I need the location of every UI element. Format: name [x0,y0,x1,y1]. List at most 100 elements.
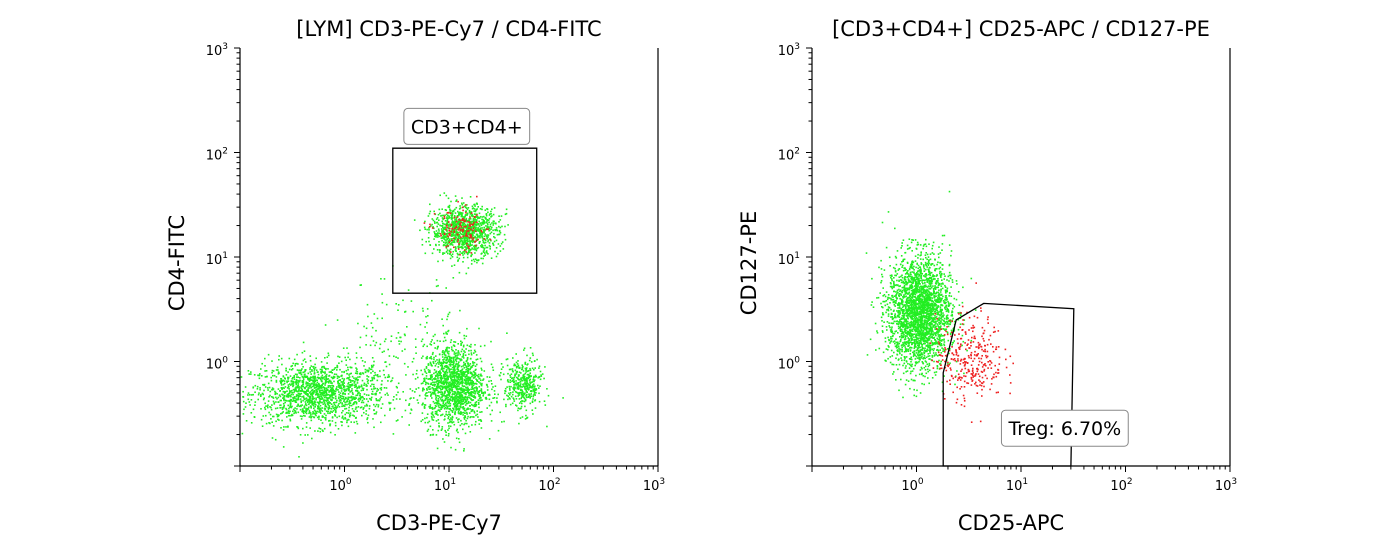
data-point [516,376,518,379]
data-point [438,425,440,427]
data-point [442,401,445,403]
data-point [280,379,283,382]
data-point [508,397,511,399]
data-point [519,408,521,410]
data-point [372,370,374,373]
data-point [279,390,281,392]
data-point [313,379,316,382]
data-point [268,411,270,414]
data-point [450,417,452,419]
data-point [324,407,327,410]
data-point [926,292,929,294]
data-point [491,366,494,369]
data-point [320,409,322,411]
data-point [520,377,522,379]
data-point [517,409,519,412]
data-point [469,431,472,433]
data-point [490,401,493,404]
data-point [482,228,484,231]
data-point [322,389,324,391]
data-point [460,370,462,373]
data-point [535,392,537,394]
data-point [290,414,293,417]
data-point [369,380,372,382]
data-point [465,360,468,362]
data-point [480,373,482,376]
data-point [360,401,363,404]
data-point [449,414,451,416]
data-point [470,263,473,265]
data-point [424,228,426,230]
data-point [470,382,473,384]
data-point [397,309,399,311]
data-point [471,205,474,208]
data-point [307,408,310,410]
data-point [468,364,470,367]
data-point [483,238,486,240]
data-point [383,278,386,280]
data-point [476,208,478,210]
data-point [271,437,274,439]
data-point [472,229,474,232]
data-point [335,387,338,390]
data-point [467,238,469,240]
data-point [458,233,461,236]
data-point [338,415,341,418]
data-point [445,434,447,436]
data-point [386,376,389,378]
data-point [489,248,491,250]
data-point [441,362,444,365]
data-point [462,233,465,236]
data-point [478,419,480,421]
data-point [316,393,319,395]
data-point [461,406,464,409]
data-point [319,398,321,400]
data-point [295,399,298,401]
data-point [436,234,438,237]
data-point [365,413,367,415]
data-point [355,394,357,397]
data-point [464,364,466,367]
data-point [250,373,252,375]
data-point [463,396,465,399]
data-point [475,354,478,356]
data-point [464,382,467,385]
data-point [476,234,478,237]
data-point [412,373,414,376]
data-point [447,242,450,244]
data-point [287,393,290,395]
data-point [472,404,474,407]
gate-outline[interactable] [392,147,538,294]
data-point [307,378,310,381]
data-point [310,416,312,419]
data-point [294,399,296,402]
data-point [321,401,323,404]
data-point [518,422,520,425]
data-point [309,367,311,369]
data-point [437,414,439,416]
data-point [526,354,528,357]
data-point [475,383,478,385]
data-point [506,332,508,334]
data-point [338,362,340,364]
data-point [478,225,481,227]
data-point [462,406,465,408]
data-point [442,340,445,343]
data-point [496,400,498,403]
data-point [465,207,468,209]
data-point [349,391,351,393]
data-point [459,235,461,238]
data-point [370,396,373,399]
data-point [388,363,391,366]
data-point [473,376,476,379]
data-point [465,225,467,228]
data-point [274,438,277,441]
data-point [275,401,277,403]
data-point [440,429,443,431]
data-point [434,347,436,349]
data-point [468,218,470,220]
data-point [353,421,355,424]
data-point [383,340,386,343]
data-point [426,413,429,415]
data-point [502,373,505,376]
